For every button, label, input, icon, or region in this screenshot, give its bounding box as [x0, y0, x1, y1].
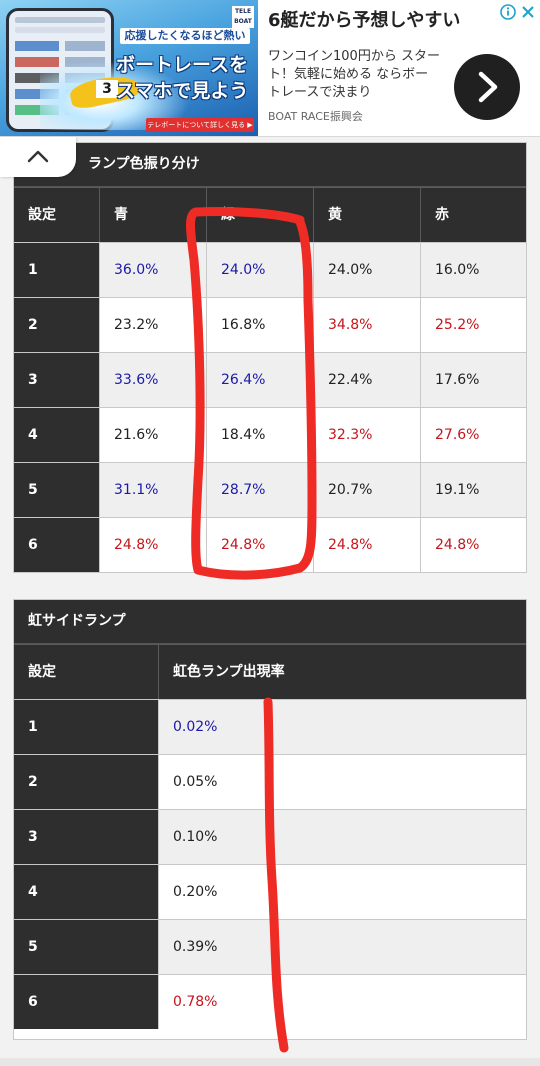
- ad-headline[interactable]: 6艇だから予想しやすい: [268, 10, 461, 31]
- table-row: 6 24.8% 24.8% 24.8% 24.8%: [14, 517, 526, 572]
- table-row: 5 0.39%: [14, 919, 526, 974]
- teleboat-logo: TELE BOAT: [232, 6, 254, 28]
- header-red: 赤: [420, 188, 526, 242]
- table-cell: 25.2%: [420, 298, 526, 352]
- ad-next-button[interactable]: [454, 54, 520, 120]
- table-row: 2 23.2% 16.8% 34.8% 25.2%: [14, 297, 526, 352]
- table-cell: 31.1%: [99, 463, 206, 517]
- table-cell: 34.8%: [313, 298, 420, 352]
- ad-body: ワンコイン100円から スタート！気軽に始める ならボートレースで決まり: [268, 49, 440, 100]
- row-setting-label: 3: [14, 810, 158, 864]
- table-cell: 26.4%: [206, 353, 313, 407]
- row-setting-label: 5: [14, 920, 158, 974]
- row-setting-label: 4: [14, 865, 158, 919]
- table-title: ランプ色振り分け: [14, 143, 526, 187]
- table-cell: 32.3%: [313, 408, 420, 462]
- header-setting: 設定: [14, 645, 158, 699]
- header-rainbow-rate: 虹色ランプ出現率: [158, 645, 526, 699]
- header-yellow: 黄: [313, 188, 420, 242]
- table-cell: 0.78%: [158, 975, 526, 1029]
- ad-sponsor: BOAT RACE振興会: [268, 110, 363, 123]
- row-setting-label: 3: [14, 353, 99, 407]
- table-cell: 19.1%: [420, 463, 526, 517]
- row-setting-label: 5: [14, 463, 99, 517]
- ad-image[interactable]: 3 TELE BOAT 応援したくなるほど熱い ボートレースを スマホで見よう …: [0, 0, 258, 136]
- table-cell: 24.0%: [313, 243, 420, 297]
- table-cell: 17.6%: [420, 353, 526, 407]
- table-cell: 22.4%: [313, 353, 420, 407]
- table-cell: 21.6%: [99, 408, 206, 462]
- table-cell: 20.7%: [313, 463, 420, 517]
- ad-image-line2: スマホで見よう: [116, 80, 249, 102]
- table-cell: 0.05%: [158, 755, 526, 809]
- ad-image-cta[interactable]: テレボートについて詳しく見る ▶: [146, 118, 254, 132]
- info-icon[interactable]: [500, 4, 516, 20]
- table-cell: 24.8%: [99, 518, 206, 572]
- header-setting: 設定: [14, 188, 99, 242]
- table-cell: 0.20%: [158, 865, 526, 919]
- table-row: 5 31.1% 28.7% 20.7% 19.1%: [14, 462, 526, 517]
- table-cell: 0.10%: [158, 810, 526, 864]
- header-blue: 青: [99, 188, 206, 242]
- boat-number: 3: [96, 80, 118, 98]
- table-cell: 24.8%: [313, 518, 420, 572]
- chevron-right-icon: [478, 71, 498, 103]
- row-setting-label: 6: [14, 975, 158, 1029]
- lamp-color-table: ランプ色振り分け 設定 青 緑 黄 赤 1 36.0% 24.0% 24.0% 16.0…: [13, 142, 527, 573]
- table-cell: 24.0%: [206, 243, 313, 297]
- row-setting-label: 2: [14, 755, 158, 809]
- table-row: 3 33.6% 26.4% 22.4% 17.6%: [14, 352, 526, 407]
- row-setting-label: 6: [14, 518, 99, 572]
- row-setting-label: 1: [14, 243, 99, 297]
- table-cell: 27.6%: [420, 408, 526, 462]
- row-setting-label: 4: [14, 408, 99, 462]
- table-cell: 0.39%: [158, 920, 526, 974]
- table-cell: 24.8%: [420, 518, 526, 572]
- rainbow-lamp-table: 虹サイドランプ 設定 虹色ランプ出現率 1 0.02% 2 0.05% 3 0.10% 4 0…: [13, 599, 527, 1040]
- table-row: 4 21.6% 18.4% 32.3% 27.6%: [14, 407, 526, 462]
- table-cell: 0.02%: [158, 700, 526, 754]
- ad-banner[interactable]: 3 TELE BOAT 応援したくなるほど熱い ボートレースを スマホで見よう …: [0, 0, 540, 137]
- close-icon[interactable]: [520, 4, 536, 20]
- table-row: 1 0.02%: [14, 699, 526, 754]
- table-header-row: 設定 虹色ランプ出現率: [14, 644, 526, 699]
- table-cell: 16.0%: [420, 243, 526, 297]
- ad-image-line1: ボートレースを: [116, 54, 249, 76]
- collapse-ad-button[interactable]: [0, 137, 76, 177]
- chevron-up-icon: [27, 150, 49, 163]
- table-row: 2 0.05%: [14, 754, 526, 809]
- row-setting-label: 2: [14, 298, 99, 352]
- table-cell: 33.6%: [99, 353, 206, 407]
- table-cell: 36.0%: [99, 243, 206, 297]
- table-cell: 24.8%: [206, 518, 313, 572]
- table-cell: 18.4%: [206, 408, 313, 462]
- page-bottom-edge: [0, 1058, 540, 1066]
- table-row: 3 0.10%: [14, 809, 526, 864]
- table-row: 6 0.78%: [14, 974, 526, 1029]
- row-setting-label: 1: [14, 700, 158, 754]
- ad-tagline: 応援したくなるほど熱い: [120, 28, 250, 44]
- table-cell: 16.8%: [206, 298, 313, 352]
- table-row: 1 36.0% 24.0% 24.0% 16.0%: [14, 242, 526, 297]
- header-green: 緑: [206, 188, 313, 242]
- table-title: 虹サイドランプ: [14, 600, 526, 644]
- table-cell: 28.7%: [206, 463, 313, 517]
- table-row: 4 0.20%: [14, 864, 526, 919]
- table-cell: 23.2%: [99, 298, 206, 352]
- table-header-row: 設定 青 緑 黄 赤: [14, 187, 526, 242]
